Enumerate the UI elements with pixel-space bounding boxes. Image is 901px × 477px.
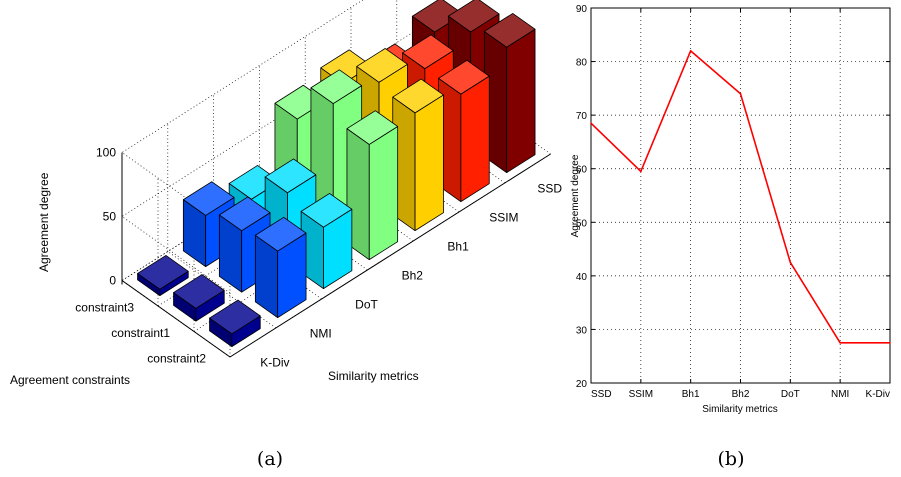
- x-tick-label-DoT: DoT: [781, 389, 800, 400]
- bar-NMI-constraint2: [254, 216, 307, 319]
- x-tick-label-SSD: SSD: [591, 389, 612, 400]
- x-tick-label-NMI: NMI: [310, 327, 332, 341]
- bar-top-face: [310, 69, 363, 104]
- bar-K-Div-constraint1: [173, 274, 225, 322]
- bar-top-face: [483, 13, 536, 48]
- chart-b-grid: [590, 7, 891, 384]
- z-tick-label-100: 100: [96, 146, 116, 160]
- bar-top-face: [209, 299, 261, 335]
- bar-K-Div-constraint2: [209, 299, 261, 348]
- y-tick-label-60: 60: [576, 165, 588, 176]
- bar-top-face: [137, 255, 189, 290]
- bar-DoT-constraint2: [300, 193, 353, 290]
- x-tick-label-K-Div: K-Div: [866, 389, 890, 400]
- y-tick-label-constraint3: constraint3: [75, 300, 134, 314]
- x-tick-label-DoT: DoT: [355, 298, 378, 312]
- z-tick-label-50: 50: [103, 210, 117, 224]
- y-tick-label-50: 50: [576, 218, 588, 229]
- bar-top-face: [356, 48, 408, 83]
- x-tick-label-Bh2: Bh2: [732, 389, 750, 400]
- chart-b-y-tick-labels: 20 30 40 50 60 70 80 90: [576, 4, 588, 390]
- bar-top-face: [218, 196, 271, 232]
- bar-Bh1-constraint2: [392, 78, 444, 232]
- data-point-K-Div: [889, 342, 891, 344]
- bar-top-face: [447, 0, 500, 33]
- x-tick-label-SSIM: SSIM: [489, 211, 518, 225]
- y-tick-label-80: 80: [576, 58, 588, 69]
- x-axis-line: [229, 153, 551, 358]
- y-tick-label-20: 20: [576, 379, 588, 390]
- bar-front-face: [368, 126, 399, 261]
- chart-b-series: [590, 50, 891, 344]
- y-tick-label-90: 90: [576, 4, 588, 15]
- chart-b-caption: (b): [718, 448, 745, 470]
- bar-top-face: [392, 78, 444, 114]
- chart-b-x-axis-label: Similarity metrics: [702, 404, 778, 415]
- x-tick-label-SSIM: SSIM: [629, 389, 653, 400]
- z-tick-label-0: 0: [109, 274, 116, 288]
- bar-K-Div-constraint3: [137, 255, 189, 297]
- chart-b-y-axis-label: Agreement degree: [570, 154, 581, 237]
- data-point-SSIM: [640, 170, 642, 173]
- x-tick-label-NMI: NMI: [831, 389, 849, 400]
- y-tick-label-constraint2: constraint2: [147, 351, 206, 365]
- x-tick-label-Bh2: Bh2: [402, 269, 424, 283]
- y-axis-line: [121, 280, 231, 358]
- chart-b-line: 20 30 40 50 60 70 80 90 SSD SSIM Bh1 Bh2 DoT NMI K-Di…: [570, 4, 891, 470]
- x-tick-label-Bh1: Bh1: [682, 389, 700, 400]
- y-tick-label-constraint1: constraint1: [111, 326, 170, 340]
- bar-SSD-constraint2: [483, 13, 536, 174]
- chart-b-x-tick-labels: SSD SSIM Bh1 Bh2 DoT NMI K-Div: [591, 389, 890, 400]
- data-point-DoT: [789, 261, 792, 264]
- data-point-SSD: [590, 122, 592, 124]
- bar-Bh2-constraint2: [346, 110, 399, 261]
- chart-a-3d-bar: K-Div NMI DoT Bh2 Bh1 SSIM SSD constraint2 const…: [10, 0, 562, 470]
- x-tick-label-SSD: SSD: [537, 182, 562, 196]
- bar-front-face: [414, 94, 444, 232]
- y-tick-label-40: 40: [576, 272, 588, 283]
- bar-front-face: [460, 75, 490, 203]
- bar-top-face: [346, 110, 399, 145]
- chart-a-tick-labels: K-Div NMI DoT Bh2 Bh1 SSIM SSD constraint2 const…: [75, 146, 562, 370]
- chart-a-z-axis-label: Agreement degree: [37, 172, 51, 272]
- x-tick-label-Bh1: Bh1: [447, 240, 469, 254]
- bar-SSIM-constraint2: [438, 59, 490, 203]
- data-point-Bh2: [739, 92, 742, 95]
- data-point-NMI: [839, 342, 841, 344]
- bar-top-face: [254, 216, 307, 252]
- bar-front-face: [506, 28, 536, 174]
- bar-top-face: [300, 193, 353, 228]
- y-tick-label-30: 30: [576, 325, 588, 336]
- chart-a-y-axis-label: Agreement constraints: [10, 373, 130, 387]
- bar-top-face: [402, 34, 454, 70]
- bar-top-face: [182, 181, 235, 216]
- bar-top-face: [173, 274, 225, 309]
- grid-line: [121, 0, 364, 230]
- chart-a-caption: (a): [257, 448, 283, 470]
- x-tick-label-K-Div: K-Div: [260, 356, 289, 370]
- bar-top-face: [264, 158, 317, 194]
- data-point-Bh1: [689, 50, 692, 52]
- chart-a-bars: [137, 0, 536, 348]
- chart-a-x-axis-label: Similarity metrics: [328, 369, 419, 383]
- bar-top-face: [438, 59, 490, 95]
- y-tick-label-70: 70: [576, 111, 588, 122]
